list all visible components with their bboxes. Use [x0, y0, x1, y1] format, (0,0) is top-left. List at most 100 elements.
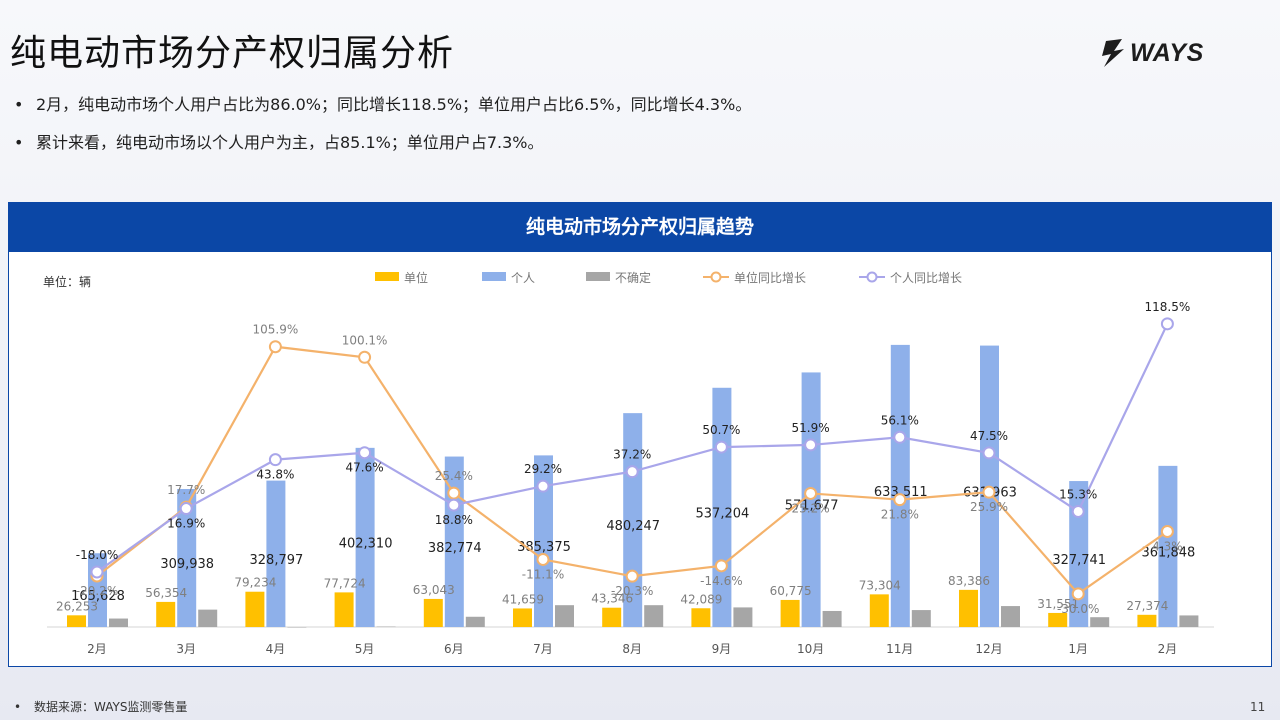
- personal-yoy-point: [625, 465, 639, 479]
- source-note: • 数据来源：WAYS监测零售量: [14, 698, 187, 715]
- bar-unit: [691, 608, 711, 627]
- personal-yoy-point: [982, 446, 996, 460]
- data-label-unit-yoy: -20.2%: [76, 584, 118, 598]
- data-label-personal-yoy: 18.8%: [435, 513, 473, 527]
- bar-uncertain: [644, 605, 664, 627]
- data-label-unit-yoy: -14.6%: [700, 574, 742, 588]
- source-text: 数据来源：WAYS监测零售量: [34, 700, 188, 714]
- unit-yoy-point: [1160, 524, 1174, 538]
- personal-yoy-point: [893, 430, 907, 444]
- page-title: 纯电动市场分产权归属分析: [10, 33, 455, 74]
- personal-yoy-point: [714, 440, 728, 454]
- ways-logo: WAYS: [1100, 36, 1204, 70]
- bar-unit: [334, 592, 354, 627]
- data-label-personal: 537,204: [696, 506, 750, 521]
- bar-uncertain: [465, 616, 485, 627]
- bar-personal: [355, 447, 375, 627]
- data-label-personal-yoy: 47.6%: [346, 461, 384, 475]
- bar-unit: [1048, 612, 1068, 627]
- bar-unit: [245, 591, 265, 627]
- x-tick-label: 5月: [355, 642, 375, 656]
- x-tick-label: 2月: [1158, 642, 1178, 656]
- bullet-icon: •: [14, 700, 22, 714]
- bar-unit: [1137, 614, 1157, 627]
- legend-swatch-0: [375, 272, 399, 281]
- data-label-personal: 402,310: [339, 536, 393, 551]
- ways-logo-icon: [1102, 39, 1124, 67]
- bar-uncertain: [376, 626, 396, 628]
- unit-yoy-point: [625, 569, 639, 583]
- data-label-unit: 56,354: [145, 586, 187, 600]
- bar-unit: [156, 601, 176, 627]
- page-number: 11: [1250, 700, 1266, 714]
- personal-yoy-point: [179, 502, 193, 516]
- x-tick-label: 9月: [712, 642, 732, 656]
- data-label-unit: 27,374: [1126, 599, 1168, 613]
- data-label-unit: 42,089: [680, 592, 722, 606]
- bar-personal: [266, 480, 286, 627]
- data-label-personal: 165,628: [71, 589, 125, 604]
- data-label-personal-yoy: 118.5%: [1145, 300, 1191, 314]
- summary-bullet-text: 累计来看，纯电动市场以个人用户为主，占85.1%；单位用户占7.3%。: [36, 133, 544, 152]
- bar-unit: [423, 598, 443, 627]
- data-label-personal: 633,511: [874, 485, 928, 500]
- legend-label-3: 单位同比增长: [734, 270, 806, 285]
- bar-personal: [890, 344, 910, 627]
- data-label-unit-yoy: -20.3%: [611, 584, 653, 598]
- data-label-personal-yoy: 15.3%: [1059, 487, 1097, 501]
- legend-swatch-2: [586, 272, 610, 281]
- bullet-icon: •: [14, 133, 24, 152]
- bar-unit: [67, 615, 86, 627]
- data-label-unit-yoy: 100.1%: [342, 333, 388, 347]
- data-label-unit: 63,043: [413, 583, 455, 597]
- x-tick-label: 3月: [176, 642, 196, 656]
- data-label-unit: 73,304: [859, 578, 901, 592]
- data-label-personal: 480,247: [606, 519, 660, 534]
- data-label-personal-yoy: 37.2%: [613, 448, 651, 462]
- data-label-unit-yoy: 25.9%: [970, 500, 1008, 514]
- chart-panel: 纯电动市场分产权归属趋势 单位：辆 单位 个人 不确定 单位同比增长 个人同比增长 2月 3…: [8, 202, 1272, 667]
- data-label-personal-yoy: 43.8%: [256, 468, 294, 482]
- x-tick-label: 12月: [975, 642, 1002, 656]
- unit-yoy-point: [358, 350, 372, 364]
- data-label-personal: 328,797: [250, 553, 304, 568]
- summary-bullets: • 2月，纯电动市场个人用户占比为86.0%；同比增长118.5%；单位用户占比6…: [14, 90, 751, 166]
- bar-unit: [959, 589, 978, 627]
- data-label-unit: 43,346: [591, 592, 633, 606]
- bar-uncertain: [733, 607, 753, 627]
- ways-logo-text: WAYS: [1130, 38, 1204, 67]
- bar-personal: [444, 456, 464, 627]
- x-tick-label: 7月: [533, 642, 553, 656]
- data-label-personal-yoy: 56.1%: [881, 413, 919, 427]
- legend-label-4: 个人同比增长: [890, 271, 962, 285]
- personal-yoy-point: [804, 438, 818, 452]
- personal-yoy-point: [358, 446, 372, 460]
- bar-uncertain: [1090, 617, 1110, 627]
- unit-yoy-point: [804, 486, 818, 500]
- data-label-unit-yoy: 105.9%: [253, 323, 299, 337]
- data-label-personal-yoy: 47.5%: [970, 429, 1008, 443]
- legend-label-0: 单位: [404, 270, 428, 285]
- data-label-personal: 385,375: [517, 540, 571, 555]
- personal-yoy-point: [1071, 504, 1085, 518]
- summary-bullet: • 累计来看，纯电动市场以个人用户为主，占85.1%；单位用户占7.3%。: [14, 128, 751, 166]
- data-label-unit-yoy: -11.1%: [522, 567, 564, 581]
- legend-swatch-1: [482, 272, 506, 281]
- data-label-unit-yoy: 21.8%: [881, 508, 919, 522]
- unit-label: 单位：辆: [43, 275, 92, 289]
- data-label-personal: 327,741: [1052, 553, 1106, 568]
- personal-yoy-point: [268, 453, 282, 467]
- x-tick-label: 10月: [797, 642, 824, 656]
- bar-uncertain: [555, 605, 574, 627]
- data-label-personal-yoy: 29.2%: [524, 462, 562, 476]
- data-label-unit: 26,253: [56, 599, 98, 613]
- data-label-unit: 41,659: [502, 592, 544, 606]
- unit-yoy-point: [1071, 587, 1085, 601]
- unit-yoy-point: [714, 559, 728, 573]
- personal-yoy-point: [536, 479, 550, 493]
- unit-yoy-point: [536, 552, 550, 566]
- bar-uncertain: [1179, 615, 1199, 627]
- data-label-personal: 382,774: [428, 541, 482, 556]
- bar-personal: [1158, 465, 1178, 627]
- data-label-personal-yoy: 51.9%: [792, 421, 830, 435]
